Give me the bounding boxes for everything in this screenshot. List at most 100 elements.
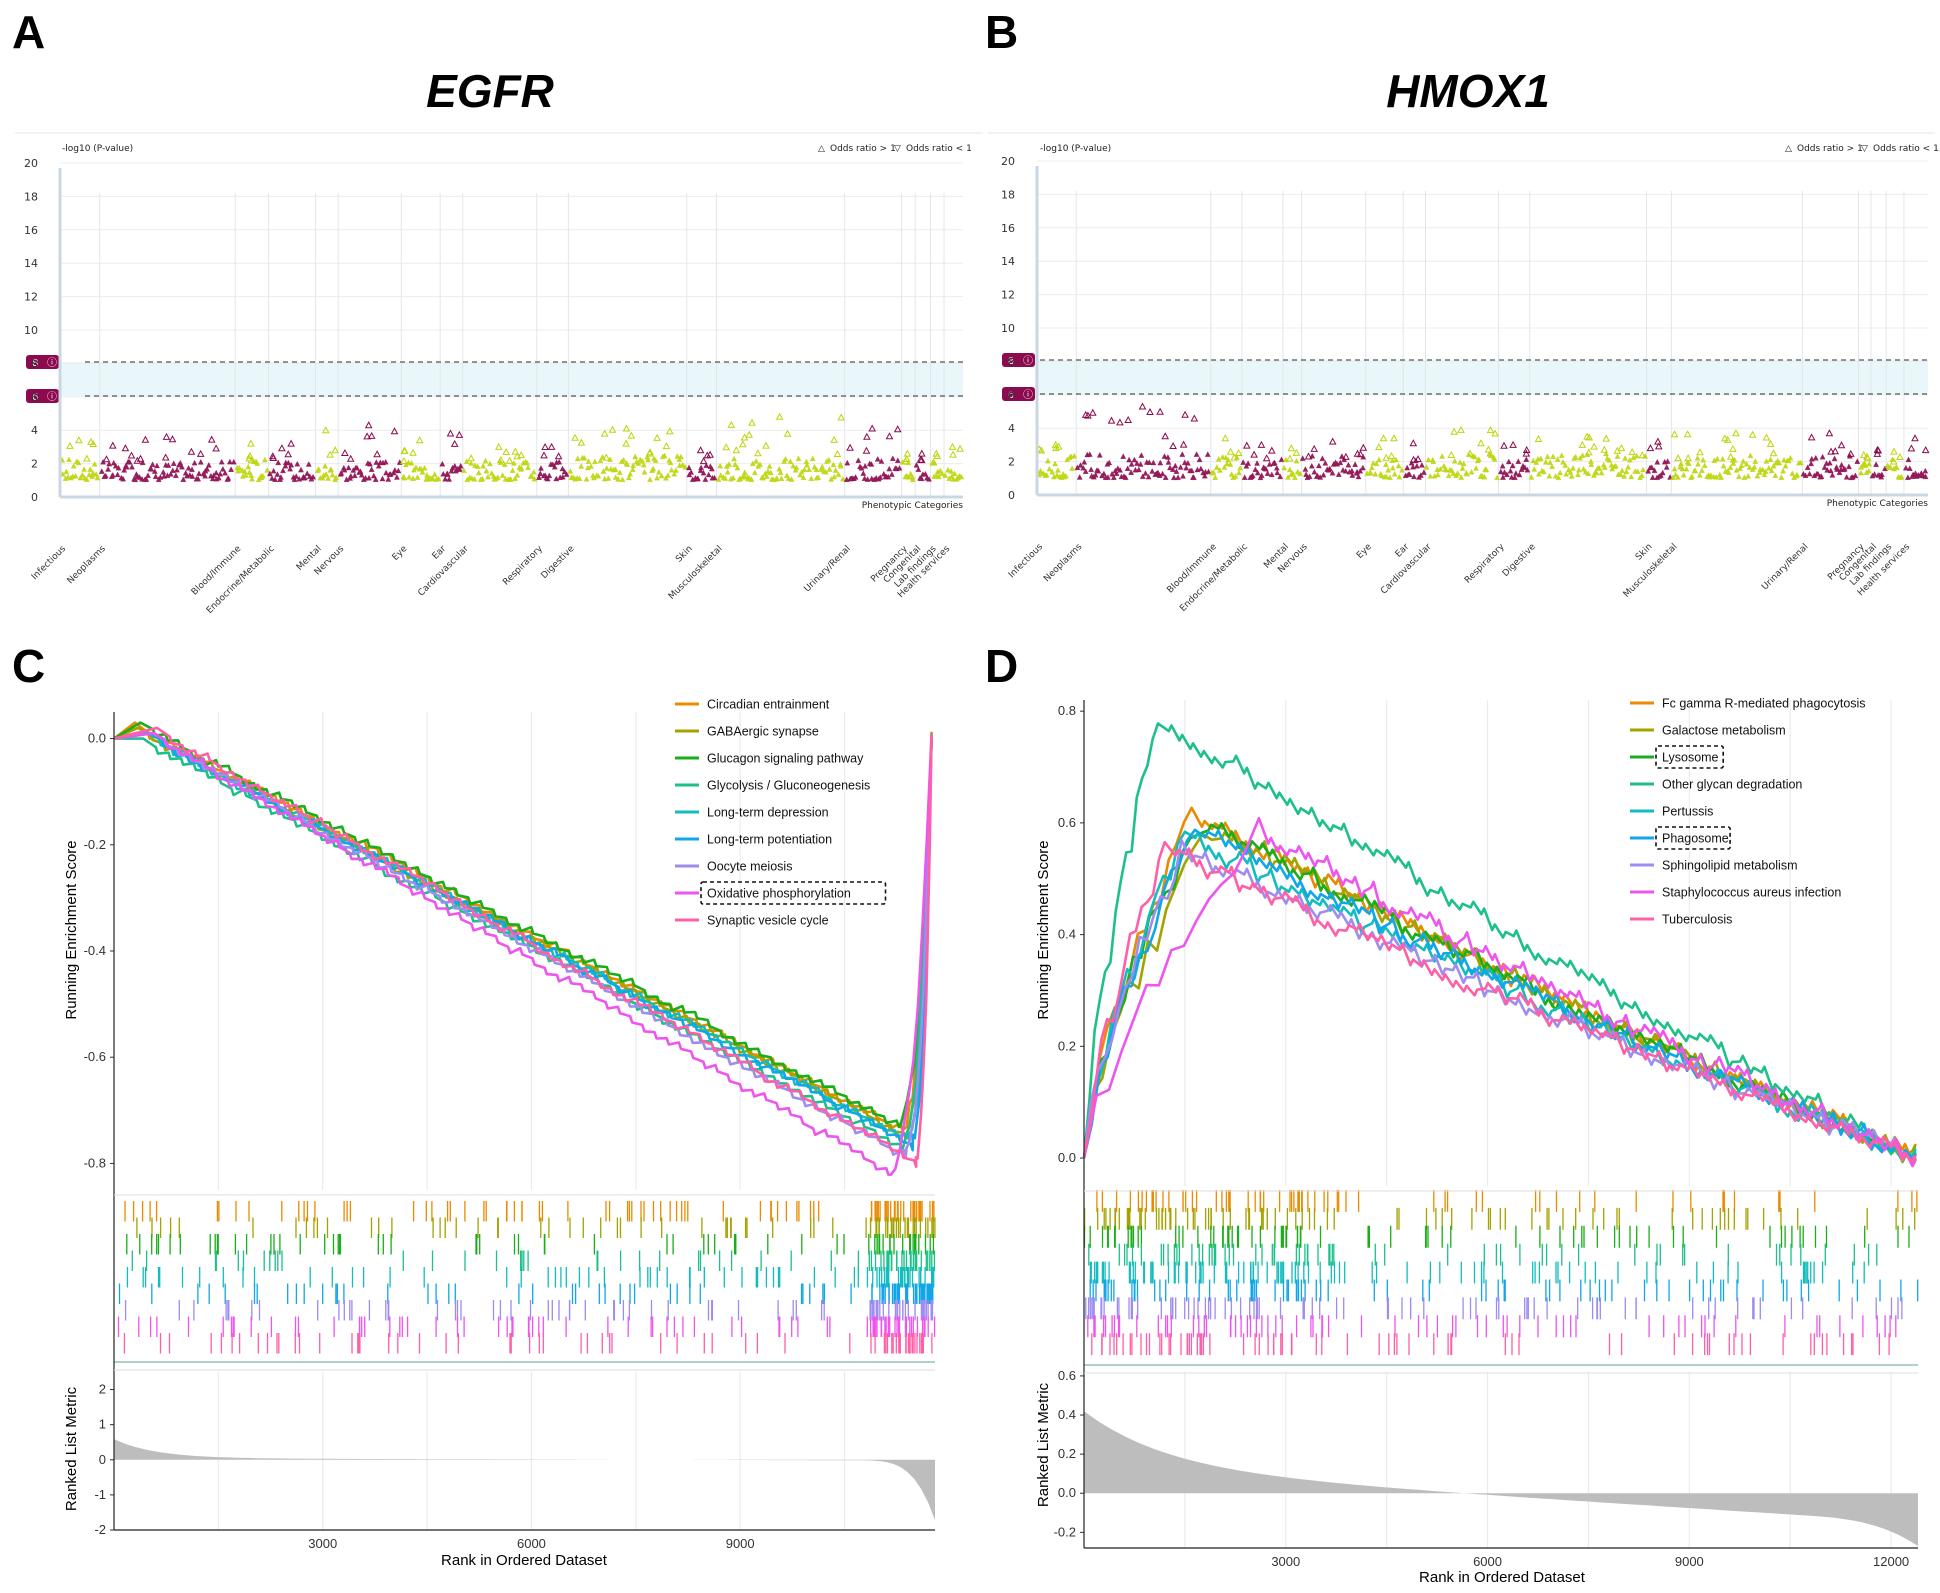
phenotype-marker-hollow [722,412,846,457]
y-tick-label: 10 [1001,322,1015,335]
legend-up-triangle-icon: △ [818,144,825,154]
phenotype-marker-hollow [245,439,256,464]
y-tick-label: 0.0 [1058,1150,1076,1165]
y-tick-label: 6 [31,391,38,404]
category-label: Skin [674,544,695,565]
y-tick-label: 8 [31,357,38,370]
enrichment-curve [113,721,933,1129]
legend-up-triangle-icon: △ [1785,144,1792,154]
phenotype-marker-hollow [571,424,674,461]
gene-hit-ticks [1089,1261,1865,1284]
y-tick-label: 18 [24,190,38,203]
phenotype-marker-cluster [1240,456,1285,481]
phenotype-marker-cluster [913,462,932,482]
y-tick-label: 16 [24,224,38,237]
y-axis-label-top: Running Enrichment Score [63,840,80,1019]
phenotype-marker-hollow [540,442,563,460]
y-axis-label: -log10 (P-value) [62,144,133,154]
category-label: Eye [391,544,410,563]
phenotype-marker-cluster [337,458,403,482]
gene-hit-ticks [117,1316,936,1337]
phenotype-marker-hollow [1859,450,1872,462]
category-label: Ear [1394,542,1412,560]
category-label: Infectious [1007,542,1045,580]
phenotype-marker-cluster [1074,451,1212,481]
phenotype-marker-cluster [1402,457,1427,480]
phenotype-marker-cluster [1858,460,1873,476]
threshold-badge-8[interactable] [1002,353,1035,367]
legend-down-label: Odds ratio < 1 [906,144,972,154]
y-tick-label: 20 [1001,155,1015,168]
threshold-badge-6[interactable] [26,389,59,403]
y-tick-label: 12 [24,291,38,304]
phenotype-marker-cluster [234,456,271,482]
threshold-badge-6-label: 6 [1008,390,1014,401]
highlight-box [700,881,887,905]
x-tick-label: 3000 [1271,1554,1300,1569]
phenotype-marker-cluster [1364,456,1405,480]
gene-hit-ticks [118,1283,934,1304]
x-tick-label: 3000 [308,1536,337,1551]
legend-label: Glucagon signaling pathway [707,752,864,766]
phenotype-marker-cluster [1645,458,1673,480]
threshold-badge-6[interactable] [1002,387,1035,401]
legend-down-triangle-icon: ▽ [1861,144,1868,154]
x-tick-label: 12000 [1873,1554,1909,1569]
gene-hit-ticks [131,1250,936,1271]
phenotype-marker-hollow [1500,440,1531,457]
legend-label: Oocyte meiosis [707,860,792,874]
legend-label: Synaptic vesicle cycle [707,914,829,928]
phenotype-marker-hollow [901,449,912,465]
metric-tick-label: -1 [94,1487,106,1502]
phenotype-marker-hollow [1409,439,1422,463]
category-label: Musculoskeletal [667,544,725,602]
metric-tick-label: 0.4 [1058,1407,1076,1422]
phenotype-marker-hollow [66,436,98,462]
metric-tick-label: 0.6 [1058,1368,1076,1383]
info-icon: ⓘ [1023,389,1033,401]
gene-hit-ticks [126,1267,935,1288]
highlight-box [1655,826,1731,850]
y-tick-label: 8 [1008,355,1015,368]
metric-tick-label: -0.2 [1054,1524,1076,1539]
legend-label: Lysosome [1662,751,1719,765]
enrichment-curve [1082,830,1917,1159]
legend-label: Staphylococcus aureus infection [1662,886,1841,900]
category-label: Urinary/Renal [1760,542,1810,592]
x-tick-label: 9000 [1675,1554,1704,1569]
phenotype-marker-cluster [314,463,339,482]
y-tick-label: 0.8 [1058,703,1076,718]
y-tick-label: 0.2 [1058,1038,1076,1053]
enrichment-curve [113,726,933,1168]
phenotype-marker-hollow [102,432,220,464]
legend-label: Oxidative phosphorylation [707,887,851,901]
enrichment-curve [113,731,933,1158]
category-label: Digestive [540,544,577,581]
phewas-panel-hmox1: 8 ⓘ 6 ⓘ -log10 (P-value) △ Odds ratio > … [988,132,1939,614]
threshold-badge-8[interactable] [26,355,59,369]
threshold-badge-8-label: 8 [1008,356,1014,367]
phenotype-marker-hollow [1242,440,1276,462]
y-tick-label: 0.0 [88,731,106,746]
x-tick-label: 9000 [726,1536,755,1551]
legend-up-label: Odds ratio > 1 [1797,144,1863,154]
y-tick-label: -0.6 [84,1049,106,1064]
phenotype-marker-hollow [400,436,424,464]
x-tick-label: 6000 [517,1536,546,1551]
category-label: Respiratory [501,544,545,588]
y-axis-label: -log10 (P-value) [1040,144,1111,154]
phenotype-marker-cluster [267,459,316,482]
phenotype-marker-hollow [1889,447,1904,465]
category-label: Urinary/Renal [803,544,853,594]
category-label: Endocrine/Metabolic [205,544,277,616]
phenotype-marker-cluster [400,459,442,482]
phenotype-marker-hollow [1304,437,1368,460]
gene-hit-ticks [1096,1190,1918,1212]
phenotype-marker-cluster [1299,452,1367,480]
gene-hit-ticks [136,1217,936,1238]
phenotype-marker-cluster [98,458,237,483]
phenotype-marker-hollow [341,421,399,462]
phenotype-marker-cluster [715,455,846,483]
phenotype-marker-hollow [929,449,942,466]
phenotype-marker-hollow [696,446,714,465]
